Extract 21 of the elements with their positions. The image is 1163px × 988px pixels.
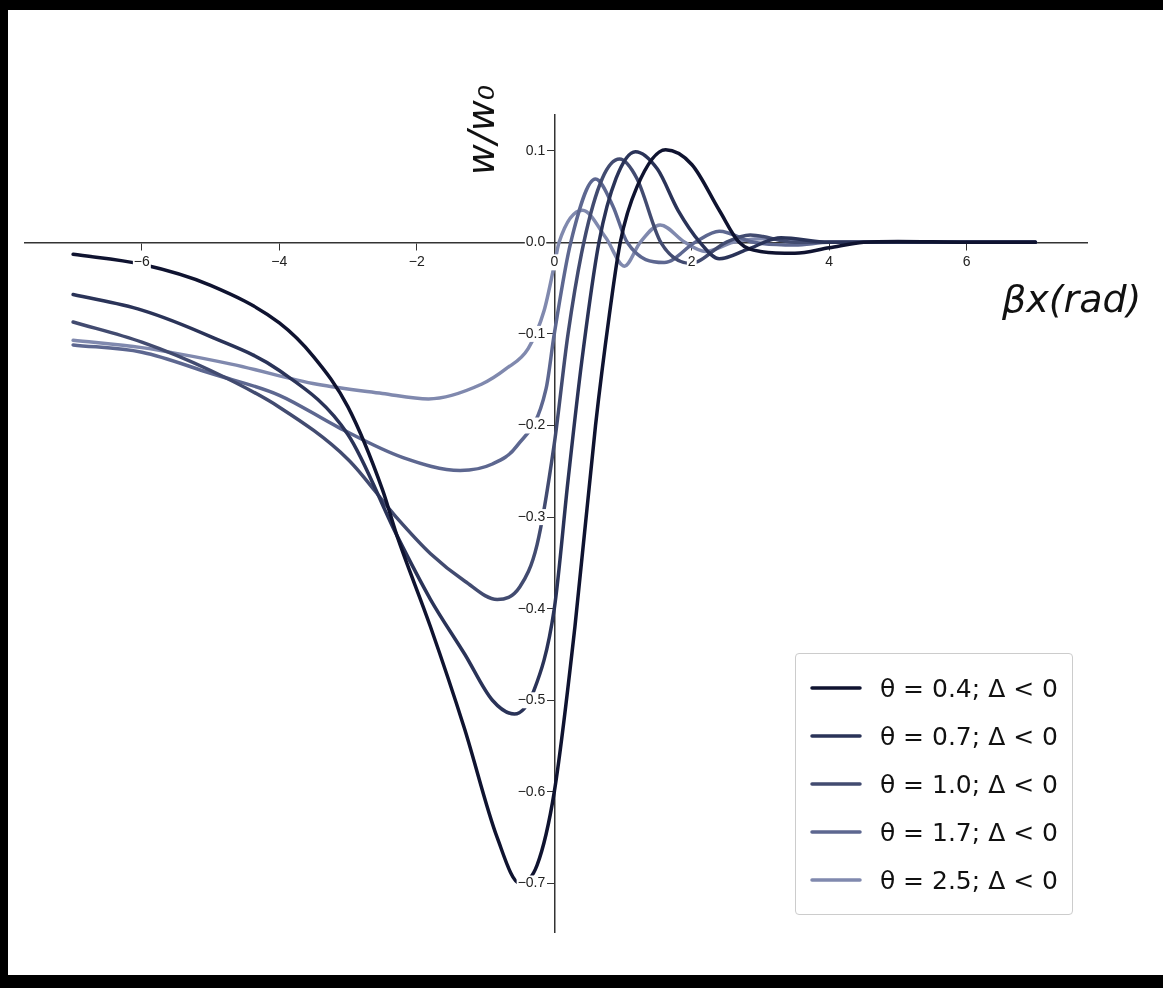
legend-label: θ = 1.0; Δ < 0 [879,769,1058,799]
legend-label: θ = 0.4; Δ < 0 [879,673,1058,703]
legend-label: θ = 0.7; Δ < 0 [879,721,1058,751]
y-tick-label: 0.1 [525,141,546,158]
y-axis-title: w/w₀ [459,85,504,176]
y-tick-label: −0.3 [517,507,546,524]
x-tick-label: −2 [408,253,425,270]
y-tick-label: −0.7 [517,874,546,891]
y-tick-label: −0.4 [517,599,546,616]
x-tick-label: 4 [825,253,834,270]
x-tick-label: −6 [133,253,151,270]
x-tick-label: 6 [962,253,971,270]
y-tick-label: 0.0 [525,233,546,250]
y-tick-label: −0.2 [517,416,546,433]
x-tick-label: −4 [271,253,288,270]
legend-label: θ = 2.5; Δ < 0 [879,865,1058,895]
legend-label: θ = 1.7; Δ < 0 [879,817,1058,847]
y-tick-label: −0.6 [517,782,546,799]
y-tick-label: −0.1 [517,324,546,341]
y-tick-label: −0.5 [517,691,546,708]
x-axis-title: βx(rad) [1001,277,1142,322]
